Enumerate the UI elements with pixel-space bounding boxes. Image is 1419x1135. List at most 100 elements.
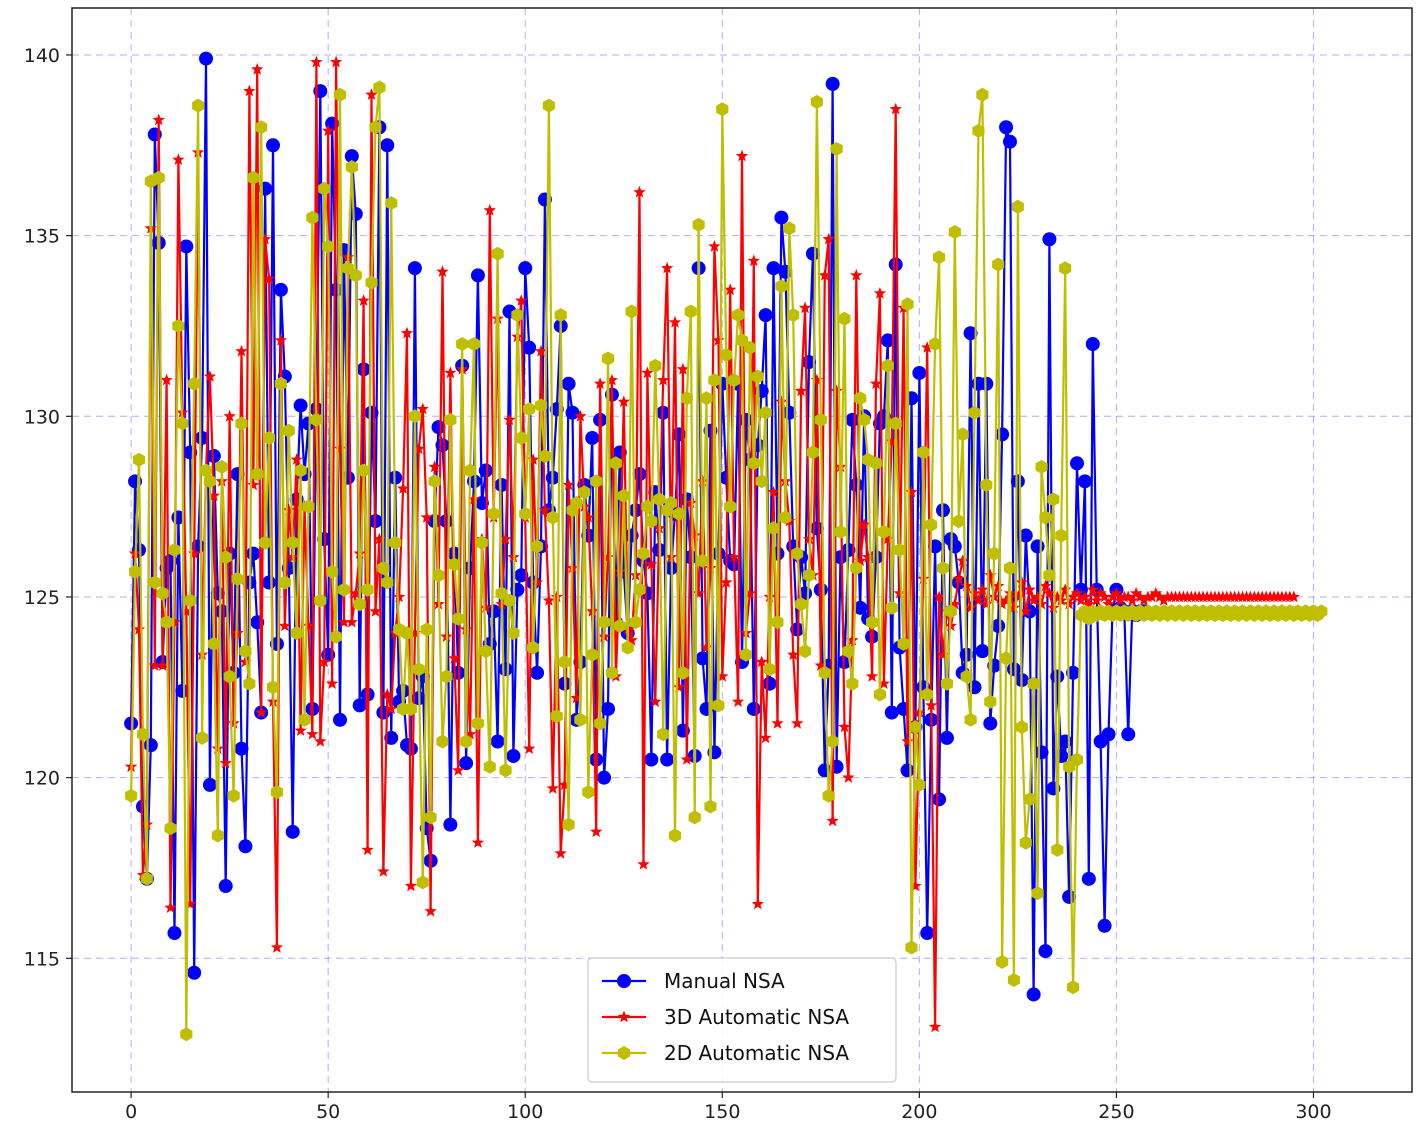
data-point [1059,583,1072,595]
data-point [672,506,685,521]
data-point [152,170,165,185]
y-tick-label: 135 [24,226,60,248]
data-point [582,511,595,523]
data-point [486,604,501,619]
data-point [999,120,1014,135]
data-point [227,716,240,729]
data-point [136,727,149,742]
data-point [684,496,697,509]
data-point [428,460,441,473]
data-point [404,702,417,716]
data-point [140,871,153,886]
data-point [1035,459,1048,474]
data-point [805,246,820,261]
data-point [751,369,764,384]
data-point [909,879,922,892]
data-point [400,626,414,641]
data-point [802,568,816,583]
data-point [802,532,816,545]
data-point [841,543,856,557]
data-point [747,254,760,267]
data-point [420,511,433,523]
data-point [743,586,757,599]
legend-label: 3D Automatic NSA [664,1005,849,1029]
data-point [285,824,300,839]
data-point [743,340,756,355]
data-point [255,706,268,718]
data-point [1070,456,1084,471]
data-point [1085,337,1100,352]
data-point [767,521,780,536]
data-point [880,333,895,348]
data-point [850,561,863,576]
data-point [755,474,768,489]
data-point [373,532,386,545]
data-point [1090,594,1103,606]
data-point [976,583,989,595]
data-point [795,597,808,612]
data-point [479,644,492,659]
data-point [239,644,252,659]
data-point [531,539,544,554]
data-point [917,445,930,460]
data-point [900,763,915,778]
data-point [1055,528,1068,543]
data-point [637,857,650,870]
data-point [148,659,161,671]
data-point [1050,669,1065,684]
legend-item-2: 3D Automatic NSA [602,1005,849,1029]
data-point [266,138,280,153]
data-point [494,477,509,492]
data-point [695,651,710,666]
data-point [1007,601,1021,614]
data-point [160,615,173,630]
data-point [1126,594,1139,606]
data-point [373,80,386,95]
data-point [381,575,394,590]
data-point [724,283,737,296]
data-point [400,326,414,339]
data-point [980,478,993,492]
data-point [235,416,248,431]
data-point [980,597,993,610]
data-point [889,102,902,115]
data-point [928,1020,942,1033]
data-point [554,308,567,323]
data-point [763,662,776,677]
data-point [869,550,883,565]
data-point [1003,134,1017,149]
data-point [846,676,859,691]
data-point [983,716,998,731]
data-point [206,449,221,464]
data-point [964,601,977,614]
data-point [218,879,233,894]
data-point [972,594,985,606]
data-point [956,427,969,442]
data-point [716,670,729,682]
data-point [349,268,362,283]
data-point [467,337,481,351]
data-point [432,568,445,583]
data-point [510,582,525,597]
data-point [708,373,721,388]
data-point [884,705,899,720]
data-point [775,279,788,294]
data-point [590,474,603,489]
data-point [960,579,973,592]
data-point [538,503,552,516]
data-point [389,535,402,550]
data-point [385,196,398,211]
data-point [448,557,461,572]
data-point [428,474,441,489]
data-point [712,333,725,346]
data-point [653,492,666,507]
data-point [538,449,551,464]
data-point [1011,199,1024,214]
data-point [901,297,914,312]
data-point [625,633,638,646]
data-point [617,395,630,408]
data-point [1043,586,1056,599]
data-point [660,752,675,767]
data-point [464,463,477,478]
data-point [818,268,831,281]
